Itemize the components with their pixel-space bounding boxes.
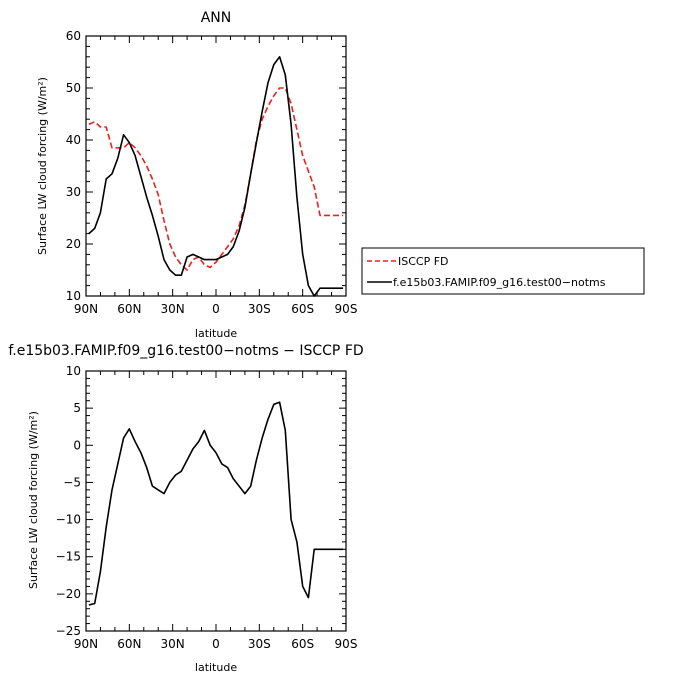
x-tick-label: 30S: [248, 637, 271, 651]
series-line-1: [88, 55, 344, 297]
y-tick-label: 40: [66, 133, 81, 147]
x-tick-label: 30N: [161, 302, 185, 316]
plot-frame: [85, 370, 347, 632]
x-tick-label: 90N: [74, 637, 98, 651]
y-tick-label: 50: [66, 81, 81, 95]
x-tick-label: 60N: [117, 637, 141, 651]
y-tick-label: −15: [56, 550, 81, 564]
x-tick-label: 60S: [291, 302, 314, 316]
x-tick-label: 30N: [161, 637, 185, 651]
legend-label-model: f.e15b03.FAMIP.f09_g16.test00−notms: [393, 276, 606, 289]
series-line-0: [88, 401, 344, 606]
y-tick-label: 20: [66, 237, 81, 251]
y-tick-label: −20: [56, 587, 81, 601]
y-tick-label: 60: [66, 29, 81, 43]
legend: ISCCP FD f.e15b03.FAMIP.f09_g16.test00−n…: [361, 247, 645, 295]
top-panel: ANN latitude Surface LW cloud forcing (W…: [36, 10, 357, 340]
y-tick-label: 10: [66, 289, 81, 303]
x-tick-label: 0: [212, 637, 220, 651]
x-tick-label: 90S: [335, 302, 358, 316]
y-tick-label: −5: [63, 475, 81, 489]
y-tick-label: 10: [66, 364, 81, 378]
y-tick-label: 30: [66, 185, 81, 199]
x-tick-label: 30S: [248, 302, 271, 316]
x-tick-label: 60N: [117, 302, 141, 316]
bottom-chart-title: f.e15b03.FAMIP.f09_g16.test00−notms − IS…: [8, 343, 363, 359]
series-line-0: [88, 87, 344, 271]
x-tick-label: 60S: [291, 637, 314, 651]
bottom-x-axis-label: latitude: [195, 661, 237, 674]
top-plot-area: 10 20 30 40 50 60 90N 60N 30N 0 30S 60S 90S: [66, 29, 358, 316]
y-tick-label: 0: [73, 438, 81, 452]
legend-label-isccp: ISCCP FD: [398, 255, 449, 268]
top-y-axis-label: Surface LW cloud forcing (W/m²): [36, 77, 49, 255]
plot-frame: [85, 35, 347, 297]
y-tick-label: −10: [56, 513, 81, 527]
top-chart-title: ANN: [201, 10, 232, 26]
top-x-axis-label: latitude: [195, 327, 237, 340]
bottom-y-axis-label: Surface LW cloud forcing (W/m²): [27, 411, 40, 589]
bottom-plot-area: −25 −20 −15 −10 −5 0 5 10 90N 60N 30N 0 30S 60S 90S: [56, 364, 358, 651]
bottom-panel: f.e15b03.FAMIP.f09_g16.test00−notms − IS…: [8, 343, 363, 674]
x-tick-label: 90N: [74, 302, 98, 316]
y-tick-label: −25: [56, 624, 81, 638]
legend-box: [361, 247, 645, 295]
y-tick-label: 5: [73, 401, 81, 415]
x-tick-label: 90S: [335, 637, 358, 651]
x-tick-label: 0: [212, 302, 220, 316]
